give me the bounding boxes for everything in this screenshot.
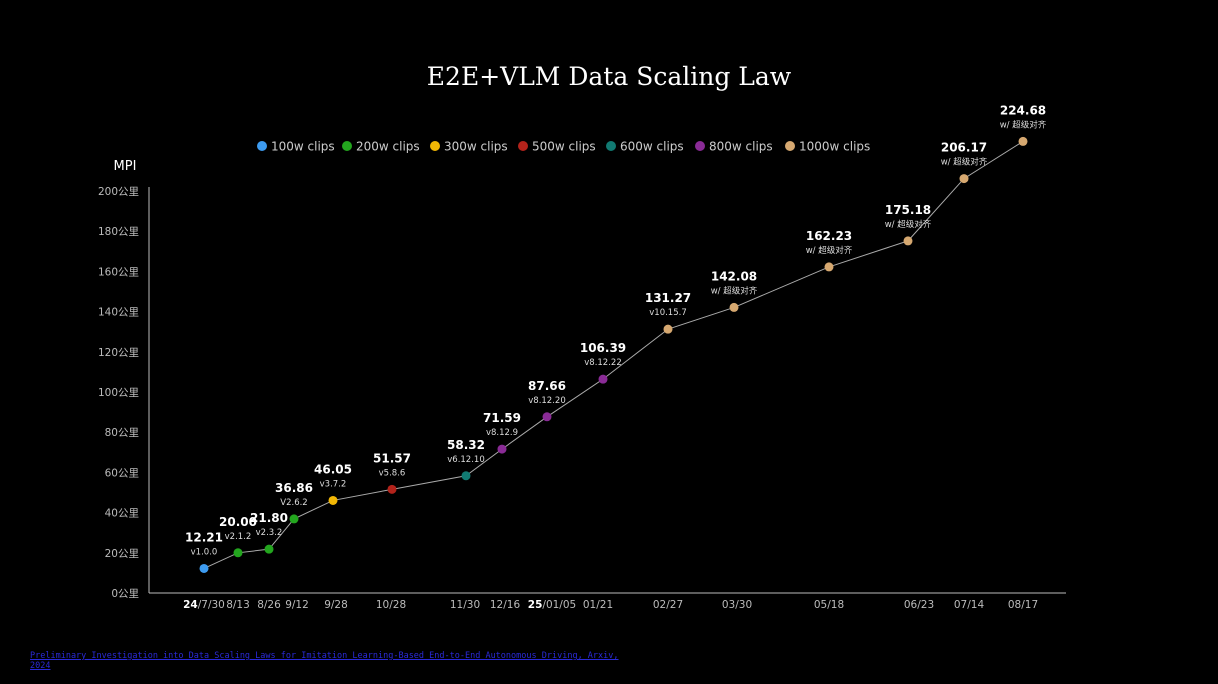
data-version-label: v2.1.2 xyxy=(225,532,252,542)
data-point xyxy=(824,262,834,272)
x-tick-label: 06/23 xyxy=(904,599,934,611)
x-tick-label: 8/13 xyxy=(226,599,250,611)
data-point xyxy=(1018,136,1028,146)
data-value-label: 21.80 xyxy=(250,511,288,525)
x-tick-label: 07/14 xyxy=(954,599,985,611)
data-point xyxy=(387,484,397,494)
x-tick-label: 8/26 xyxy=(257,599,281,611)
data-version-label: v1.0.0 xyxy=(191,547,218,557)
y-tick-label: 20公里 xyxy=(105,548,139,560)
data-point xyxy=(233,548,243,558)
y-tick-label: 200公里 xyxy=(98,186,139,198)
data-version-label: V2.6.2 xyxy=(280,498,307,508)
data-value-label: 106.39 xyxy=(580,341,626,355)
data-value-label: 36.86 xyxy=(275,481,313,495)
y-tick-label: 140公里 xyxy=(98,307,139,319)
y-tick-label: 80公里 xyxy=(105,427,139,439)
data-point xyxy=(328,495,338,505)
data-point xyxy=(264,544,274,554)
data-point xyxy=(289,514,299,524)
data-point xyxy=(959,174,969,184)
data-version-label: w/ 超级对齐 xyxy=(885,219,932,230)
data-value-label: 20.00 xyxy=(219,515,257,529)
data-version-label: w/ 超级对齐 xyxy=(711,285,758,296)
x-tick-label: 01/21 xyxy=(583,599,613,611)
data-version-label: v8.12.20 xyxy=(528,396,565,406)
x-tick-label: 05/18 xyxy=(814,599,844,611)
legend-label: 100w clips xyxy=(271,140,335,154)
data-point xyxy=(729,302,739,312)
data-version-label: v3.7.2 xyxy=(320,479,347,489)
data-value-label: 51.57 xyxy=(373,451,411,465)
x-tick-label: 9/12 xyxy=(285,599,309,611)
data-value-label: 142.08 xyxy=(711,269,757,283)
data-point xyxy=(903,236,913,246)
data-version-label: w/ 超级对齐 xyxy=(806,245,853,256)
legend-marker xyxy=(785,141,795,151)
data-value-label: 224.68 xyxy=(1000,103,1046,117)
data-value-label: 131.27 xyxy=(645,291,691,305)
x-tick-label: 11/30 xyxy=(450,599,480,611)
data-version-label: w/ 超级对齐 xyxy=(941,157,988,168)
legend-label: 200w clips xyxy=(356,140,420,154)
data-version-label: w/ 超级对齐 xyxy=(1000,119,1047,130)
data-version-label: v2.3.2 xyxy=(256,528,283,538)
data-value-label: 206.17 xyxy=(941,141,987,155)
legend-label: 300w clips xyxy=(444,140,508,154)
legend-marker xyxy=(606,141,616,151)
data-version-label: v8.12.22 xyxy=(584,358,621,368)
data-version-label: v6.12.10 xyxy=(447,455,484,465)
y-tick-label: 40公里 xyxy=(105,508,139,520)
legend-label: 1000w clips xyxy=(799,140,870,154)
chart-title: E2E+VLM Data Scaling Law xyxy=(426,62,792,91)
x-tick-label: 9/28 xyxy=(324,599,348,611)
x-tick-label: 24/7/30 xyxy=(183,599,225,611)
legend-marker xyxy=(342,141,352,151)
legend-marker xyxy=(695,141,705,151)
data-value-label: 46.05 xyxy=(314,462,352,476)
data-point xyxy=(199,563,209,573)
x-tick-label: 10/28 xyxy=(376,599,406,611)
y-tick-label: 180公里 xyxy=(98,226,139,238)
data-point xyxy=(598,374,608,384)
legend-label: 500w clips xyxy=(532,140,596,154)
data-point xyxy=(663,324,673,334)
y-tick-label: 100公里 xyxy=(98,387,139,399)
data-value-label: 58.32 xyxy=(447,438,485,452)
y-tick-label: 60公里 xyxy=(105,467,139,479)
legend-label: 800w clips xyxy=(709,140,773,154)
legend-label: 600w clips xyxy=(620,140,684,154)
legend-marker xyxy=(430,141,440,151)
y-tick-label: 120公里 xyxy=(98,347,139,359)
data-value-label: 162.23 xyxy=(806,229,852,243)
x-tick-label: 02/27 xyxy=(653,599,683,611)
x-tick-label: 08/17 xyxy=(1008,599,1038,611)
legend-marker xyxy=(257,141,267,151)
reference-link[interactable]: Preliminary Investigation into Data Scal… xyxy=(30,651,619,671)
data-value-label: 175.18 xyxy=(885,203,931,217)
data-value-label: 87.66 xyxy=(528,379,566,393)
data-point xyxy=(497,444,507,454)
data-value-label: 12.21 xyxy=(185,530,223,544)
data-value-label: 71.59 xyxy=(483,411,521,425)
data-version-label: v8.12.9 xyxy=(486,428,518,438)
data-version-label: v5.8.6 xyxy=(379,468,406,478)
y-tick-label: 0公里 xyxy=(111,588,139,600)
y-tick-label: 160公里 xyxy=(98,266,139,278)
x-tick-label: 12/16 xyxy=(490,599,521,611)
y-axis-label: MPI xyxy=(114,159,137,174)
series-line xyxy=(203,140,1024,569)
data-point xyxy=(461,471,471,481)
x-tick-label: 03/30 xyxy=(722,599,752,611)
data-point xyxy=(542,412,552,422)
legend-marker xyxy=(518,141,528,151)
x-tick-label: 25/01/05 xyxy=(528,599,576,611)
data-version-label: v10.15.7 xyxy=(649,308,686,318)
